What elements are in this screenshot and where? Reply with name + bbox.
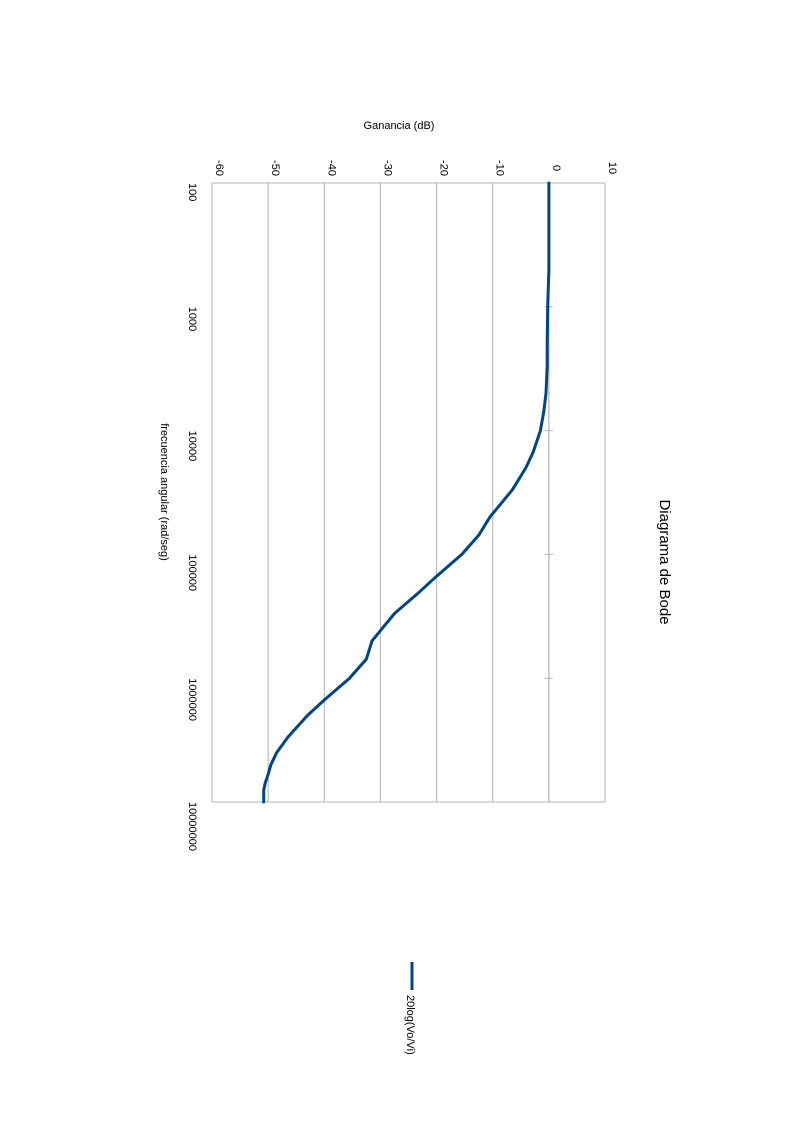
y-tick-label: -50: [269, 160, 281, 176]
y-tick-label: -60: [213, 160, 225, 176]
grid-lines: [211, 183, 606, 802]
y-tick-label: 0: [550, 165, 562, 171]
x-tick-label: 10000000: [186, 802, 198, 851]
x-tick-label: 100: [186, 183, 198, 201]
legend: 20log(Vo/Vi): [404, 962, 416, 1055]
chart-title: Diagrama de Bode: [656, 499, 673, 624]
y-tick-label: -40: [325, 160, 337, 176]
axes: [212, 182, 605, 803]
series-layer: [262, 181, 551, 804]
legend-label: 20log(Vo/Vi): [404, 995, 416, 1055]
x-tick-label: 1000: [186, 307, 198, 331]
y-tick-label: 10: [606, 162, 618, 174]
x-tick-label: 1000000: [186, 678, 198, 721]
y-tick-label: -10: [494, 160, 506, 176]
y-axis-title: Ganancia (dB): [364, 120, 435, 132]
x-axis-title: frecuencia angular (rad/seg): [158, 423, 170, 561]
y-tick-label: -20: [438, 160, 450, 176]
tick-labels: -60 -50 -40 -30 -20 -10 0 10 100 1000 10000 100000 1…: [186, 160, 618, 851]
x-tick-label: 100000: [186, 554, 198, 591]
y-tick-label: -30: [381, 160, 393, 176]
series-line-0: [262, 181, 551, 804]
x-tick-label: 10000: [186, 431, 198, 462]
